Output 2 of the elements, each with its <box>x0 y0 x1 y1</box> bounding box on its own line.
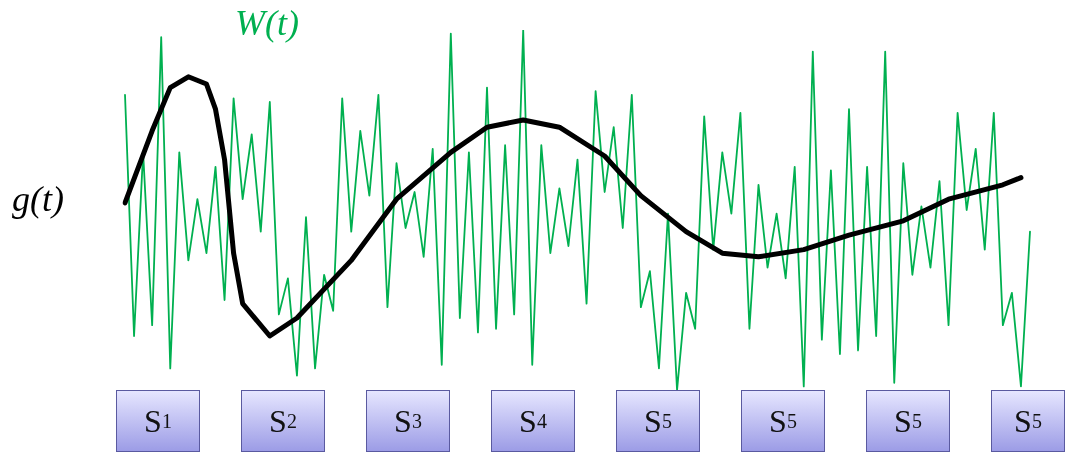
series-label: W(t) <box>235 2 299 44</box>
series-label: g(t) <box>12 178 64 220</box>
